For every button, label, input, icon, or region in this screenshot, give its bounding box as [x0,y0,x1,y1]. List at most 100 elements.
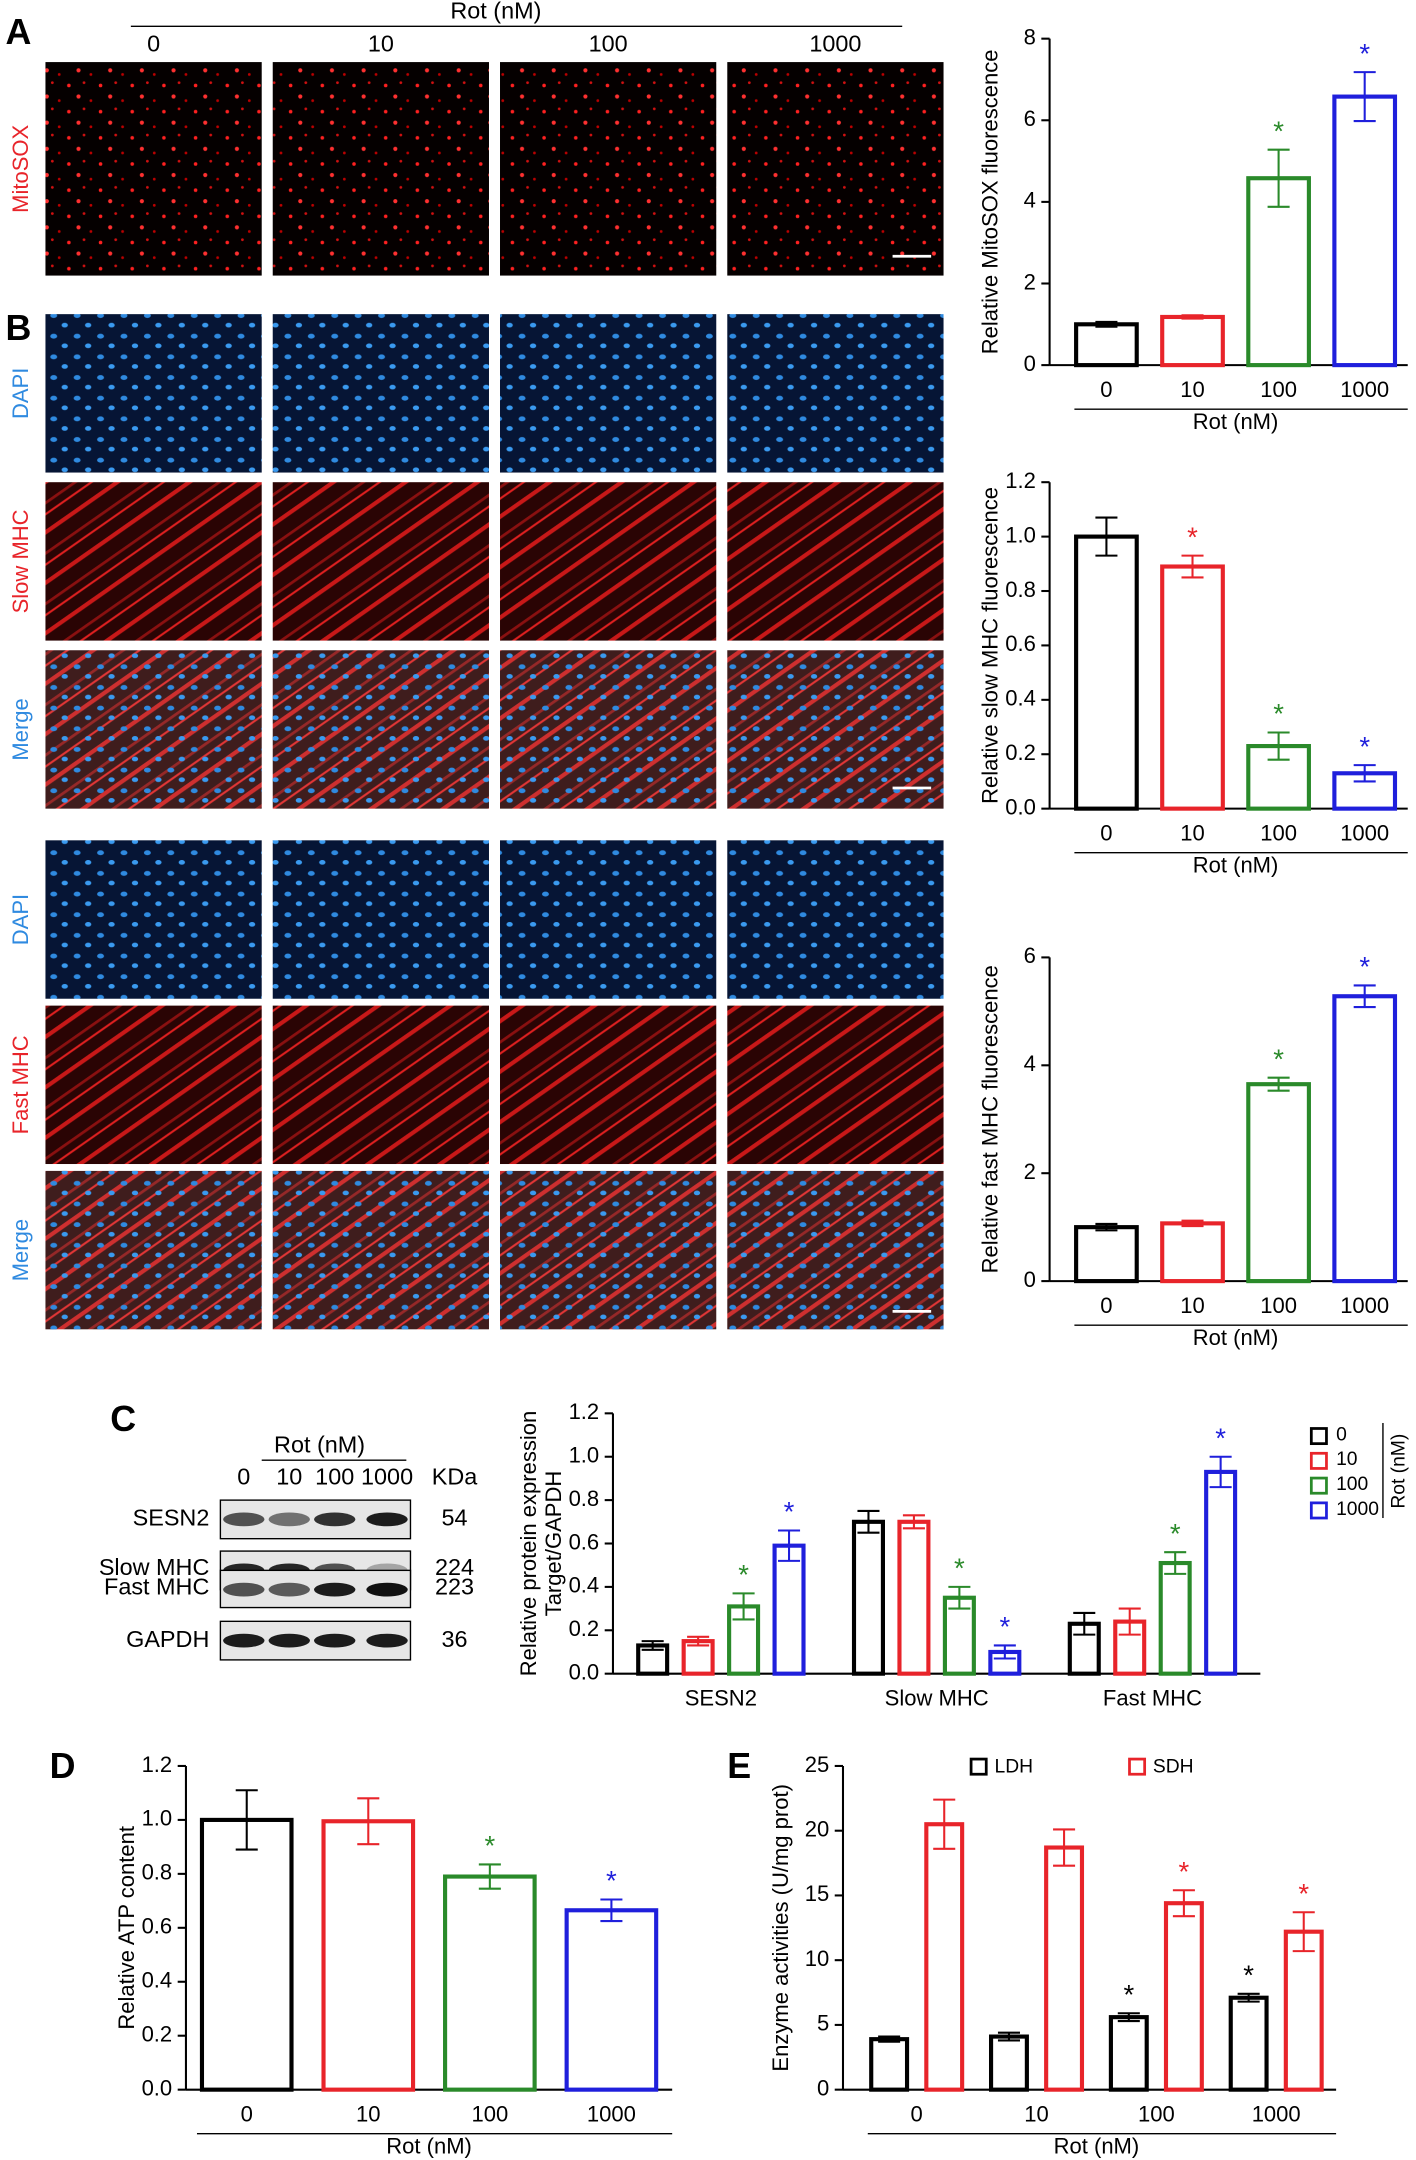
micrograph-overlay [727,650,944,809]
x-tick-label: 1000 [1340,821,1389,846]
x-tick-label: 100 [1138,2102,1175,2127]
bar [1160,564,1225,811]
x-tick-label: 0 [241,2102,253,2127]
legend-swatch [1128,1757,1147,1776]
significance-mark: * [1123,1979,1134,2010]
legend-label: 10 [1336,1449,1357,1470]
blot-band [223,1512,265,1527]
bar [1074,534,1139,811]
bar [772,1543,806,1676]
row-label: DAPI [8,894,33,945]
micrograph-overlay [500,650,717,809]
lane-label: 0 [237,1463,250,1489]
kda-header: KDa [432,1463,479,1489]
lane-label: 1000 [361,1463,413,1489]
row-label: Merge [8,698,33,760]
y-tick-label: 2 [1024,269,1036,294]
y-tick-label: 0.4 [142,1968,173,1993]
y-tick-label: 8 [1024,24,1036,49]
blot-band [268,1633,310,1648]
y-tick-label: 1.2 [569,1399,600,1424]
x-tick-label: 0 [1100,377,1112,402]
significance-mark: * [954,1553,965,1584]
legend-label: SDH [1153,1756,1194,1777]
row-label: Fast MHC [8,1035,33,1134]
x-tick-label: 0 [911,2102,923,2127]
y-tick-label: 4 [1024,1051,1036,1076]
y-tick-label: 15 [805,1881,830,1906]
micrograph [45,314,262,473]
blot-band [366,1512,408,1527]
y-axis-label: Relative fast MHC fluorescence [978,965,1003,1273]
x-tick-label: 100 [1260,1293,1297,1318]
y-axis-label: Enzyme activities (U/mg prot) [768,1784,793,2072]
micrograph [272,314,489,473]
micrograph-overlay [500,1170,717,1330]
micrograph [500,840,717,999]
micrograph [272,482,489,641]
bar [1246,176,1311,368]
significance-mark: * [606,1865,617,1896]
legend-label: LDH [995,1756,1034,1777]
bar [1074,322,1139,368]
y-tick-label: 0.4 [569,1573,600,1598]
column-label: 1000 [809,31,861,57]
y-tick-label: 1.0 [569,1443,600,1468]
y-axis-label: Target/GAPDH [541,1471,566,1617]
micrograph [727,482,944,641]
x-axis-label: Rot (nM) [1193,1325,1279,1350]
bar [1283,1929,1324,2092]
blot-kda: 224 [435,1554,474,1580]
blot-kda: 223 [435,1573,474,1599]
x-tick-label: 10 [1180,377,1205,402]
micrograph-overlay [727,1170,944,1330]
x-tick-label: SESN2 [685,1686,757,1711]
significance-mark: * [1243,1960,1254,1991]
micrograph-overlay [45,650,262,809]
bar [1228,1995,1269,2092]
x-tick-label: 1000 [1340,377,1389,402]
panel-label: D [50,1746,76,1786]
significance-mark: * [999,1611,1010,1642]
y-tick-label: 0.8 [142,1860,173,1885]
panel-label: B [6,308,32,348]
y-tick-label: 0.2 [1005,740,1036,765]
significance-mark: * [1298,1878,1309,1909]
micrograph [272,1005,489,1165]
column-label: 100 [589,31,628,57]
x-tick-label: 1000 [1252,2102,1301,2127]
significance-mark: * [1273,698,1284,729]
x-tick-label: 10 [1024,2102,1049,2127]
significance-mark: * [1215,1422,1226,1453]
micrograph [727,1005,944,1165]
blot-row-label: Slow MHC [99,1554,210,1580]
x-axis-label: Rot (nM) [386,2133,472,2158]
blot-band [268,1582,310,1597]
x-tick-label: 0 [1100,1293,1112,1318]
micrograph [500,1005,717,1165]
bar [869,2037,910,2092]
y-tick-label: 0.0 [1005,794,1036,819]
bar [1163,1901,1204,2092]
significance-mark: * [784,1496,795,1527]
y-tick-label: 1.0 [1005,522,1036,547]
x-tick-label: 100 [471,2102,508,2127]
micrograph [45,840,262,999]
blot-band [268,1512,310,1527]
bar [1158,1560,1192,1676]
row-label: MitoSOX [8,124,33,212]
bar [564,1908,659,2092]
blot-kda: 36 [442,1626,468,1652]
legend-title: Rot (nM) [1389,1434,1410,1509]
legend-label: 100 [1336,1474,1368,1495]
blot-band [314,1582,356,1597]
x-tick-label: Fast MHC [1103,1686,1202,1711]
micrograph [272,840,489,999]
y-tick-label: 25 [805,1752,830,1777]
micrograph [45,1005,262,1165]
bar [1044,1845,1085,2092]
bar [1108,2015,1149,2092]
legend-swatch [1309,1451,1328,1470]
